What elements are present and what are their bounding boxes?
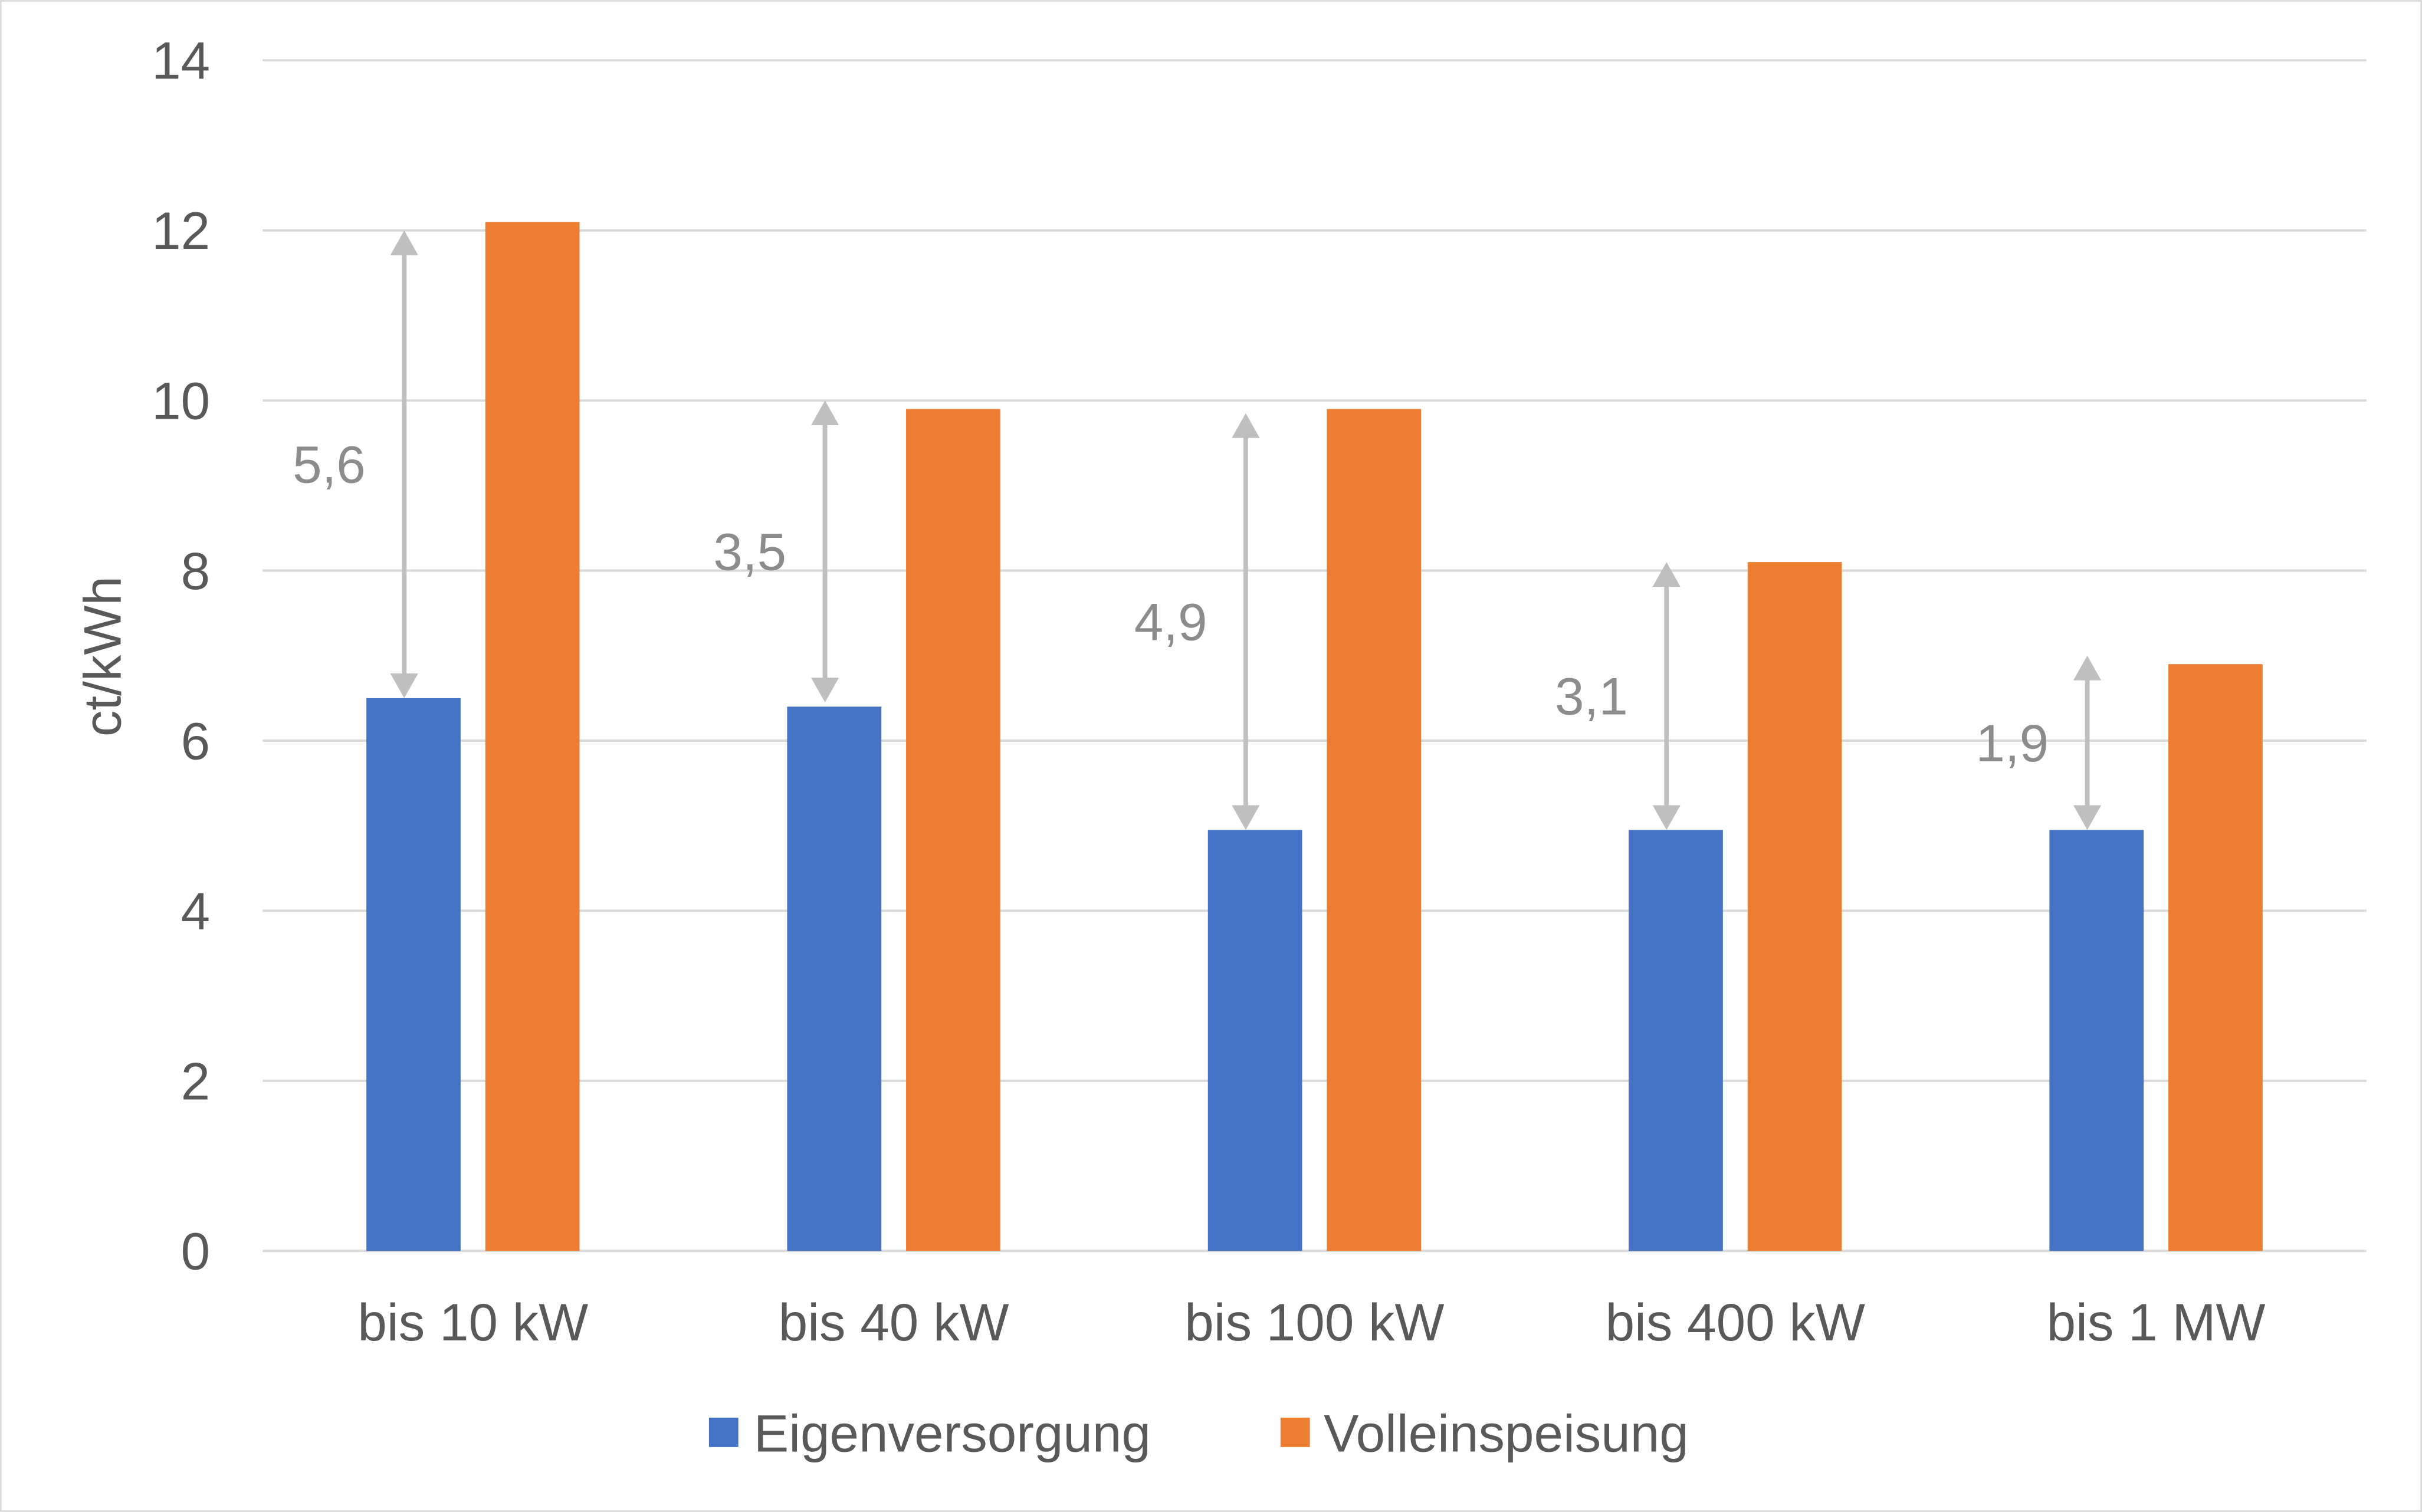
y-tick-label: 0 [181, 1222, 211, 1281]
x-tick-label: bis 100 kW [1184, 1293, 1444, 1352]
x-tick-label: bis 1 MW [2047, 1293, 2266, 1352]
bar-eigenversorgung [366, 698, 461, 1251]
arrow-head-up-icon [2073, 655, 2102, 681]
bar-eigenversorgung [2049, 830, 2144, 1251]
legend-label-volleinspeisung: Volleinspeisung [1324, 1404, 1689, 1463]
y-tick-label: 14 [152, 31, 210, 90]
y-tick-label: 10 [152, 372, 210, 430]
y-axis-ticks: 0 2 4 6 8 10 12 14 [152, 31, 210, 1281]
difference-label: 4,9 [1134, 593, 1207, 652]
x-axis-labels: bis 10 kW bis 40 kW bis 100 kW bis 400 kW bi… [357, 1293, 2265, 1352]
y-tick-label: 6 [181, 711, 211, 770]
bar-eigenversorgung [1207, 830, 1302, 1251]
y-tick-label: 8 [181, 541, 211, 600]
bar-volleinspeisung [2168, 664, 2263, 1251]
arrow-head-up-icon [1652, 562, 1681, 587]
gridlines [262, 59, 2367, 1253]
y-axis-title: ct/kWh [73, 576, 132, 737]
arrow-head-down-icon [811, 678, 839, 703]
bar-volleinspeisung [906, 409, 1000, 1251]
bar-volleinspeisung [485, 222, 580, 1251]
difference-label: 5,6 [293, 435, 366, 494]
legend-swatch-eigenversorgung [708, 1418, 739, 1447]
y-tick-label: 12 [152, 201, 210, 260]
arrow-head-up-icon [811, 400, 839, 426]
legend-label-eigenversorgung: Eigenversorgung [754, 1404, 1151, 1463]
difference-label: 1,9 [1975, 714, 2049, 773]
legend: Eigenversorgung Volleinspeisung [708, 1404, 1689, 1463]
bars [366, 222, 2263, 1251]
arrow-head-down-icon [2073, 805, 2102, 830]
bar-eigenversorgung [787, 706, 882, 1251]
arrow-head-up-icon [390, 230, 418, 255]
x-tick-label: bis 400 kW [1606, 1293, 1865, 1352]
x-tick-label: bis 40 kW [779, 1293, 1009, 1352]
difference-label: 3,5 [713, 522, 786, 581]
y-tick-label: 4 [181, 882, 211, 941]
arrow-head-down-icon [1232, 805, 1260, 830]
arrow-head-up-icon [1232, 413, 1260, 438]
difference-arrows: 5,6 3,5 4,9 3,1 1,9 [293, 230, 2102, 830]
y-tick-label: 2 [181, 1051, 211, 1110]
bar-volleinspeisung [1327, 409, 1422, 1251]
bar-eigenversorgung [1629, 830, 1723, 1251]
legend-swatch-volleinspeisung [1280, 1418, 1310, 1447]
difference-label: 3,1 [1555, 667, 1628, 726]
bar-volleinspeisung [1747, 562, 1842, 1251]
x-tick-label: bis 10 kW [357, 1293, 588, 1352]
arrow-head-down-icon [1652, 805, 1681, 830]
arrow-head-down-icon [390, 673, 418, 698]
